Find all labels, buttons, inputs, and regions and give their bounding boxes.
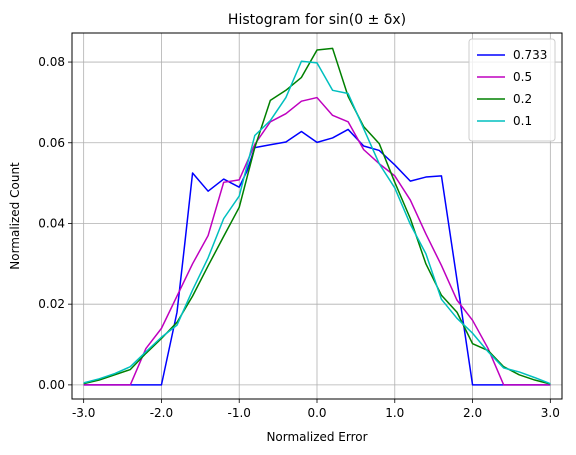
series-line-2 bbox=[83, 47, 551, 385]
x-axis-ticks: -3.0 -2.0 -1.0 0.0 1.0 2.0 3.0 bbox=[72, 399, 560, 420]
legend-label: 0.5 bbox=[513, 70, 532, 84]
y-tick-label: 0.04 bbox=[38, 216, 65, 230]
x-tick-label: -2.0 bbox=[150, 406, 173, 420]
chart-title: Histogram for sin(0 ± δx) bbox=[228, 12, 406, 28]
x-tick-label: -1.0 bbox=[228, 406, 251, 420]
series-lines bbox=[83, 47, 551, 386]
x-tick-label: -3.0 bbox=[72, 406, 95, 420]
series-line-0 bbox=[83, 128, 551, 386]
legend-label: 0.1 bbox=[513, 114, 532, 128]
legend-box bbox=[468, 38, 556, 142]
x-tick-label: 1.0 bbox=[385, 406, 404, 420]
legend: 0.733 0.5 0.2 0.1 bbox=[468, 38, 556, 142]
y-tick-label: 0.06 bbox=[38, 136, 65, 150]
y-axis-label: Normalized Count bbox=[8, 162, 22, 270]
x-tick-label: 0.0 bbox=[307, 406, 326, 420]
y-tick-label: 0.00 bbox=[38, 378, 65, 392]
x-tick-label: 2.0 bbox=[463, 406, 482, 420]
y-axis-ticks: 0.00 0.02 0.04 0.06 0.08 bbox=[38, 55, 72, 392]
series-line-3 bbox=[83, 60, 551, 385]
y-tick-label: 0.08 bbox=[38, 55, 65, 69]
x-tick-label: 3.0 bbox=[541, 406, 560, 420]
legend-label: 0.733 bbox=[513, 48, 547, 62]
series-line-1 bbox=[83, 96, 551, 386]
y-tick-label: 0.02 bbox=[38, 297, 65, 311]
x-axis-label: Normalized Error bbox=[266, 430, 367, 444]
legend-label: 0.2 bbox=[513, 92, 532, 106]
